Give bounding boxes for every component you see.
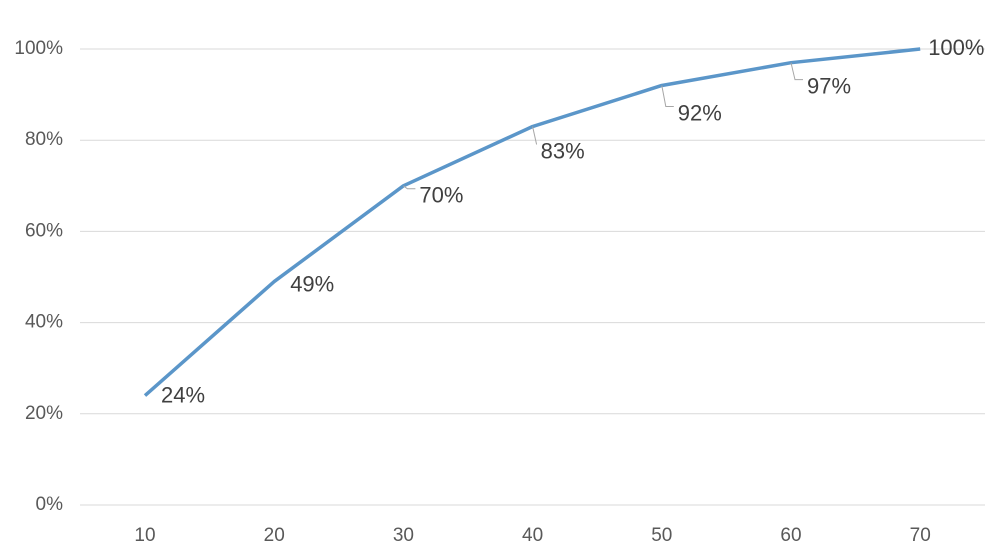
data-label: 24% — [161, 382, 205, 407]
x-tick-label: 40 — [522, 525, 543, 543]
data-label: 70% — [419, 183, 463, 208]
leader-line — [661, 85, 674, 107]
y-tick-label: 80% — [25, 129, 63, 150]
data-label: 92% — [678, 100, 722, 125]
y-tick-label: 60% — [25, 220, 63, 241]
leader-line — [403, 185, 416, 190]
data-label: 100% — [928, 35, 984, 60]
x-tick-label: 70 — [910, 525, 931, 543]
y-tick-label: 0% — [36, 494, 64, 515]
data-label: 83% — [541, 138, 585, 163]
x-tick-label: 60 — [780, 525, 801, 543]
y-tick-label: 100% — [14, 38, 63, 59]
x-tick-label: 50 — [651, 525, 672, 543]
data-label: 49% — [290, 271, 334, 296]
x-tick-label: 30 — [393, 525, 414, 543]
leader-line — [532, 126, 538, 145]
data-label: 97% — [807, 73, 851, 98]
x-tick-label: 20 — [264, 525, 285, 543]
y-tick-label: 40% — [25, 312, 63, 333]
data-line — [143, 47, 921, 397]
x-tick-label: 10 — [134, 525, 155, 543]
leader-line — [790, 62, 803, 81]
y-tick-label: 20% — [25, 403, 63, 424]
